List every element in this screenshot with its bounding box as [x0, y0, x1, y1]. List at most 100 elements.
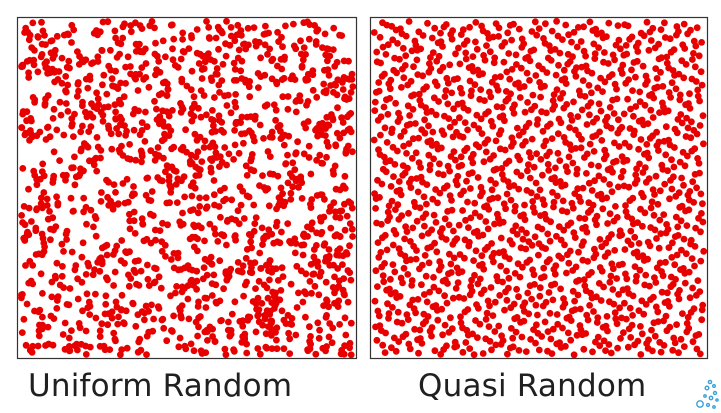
- uniform-random-point: [252, 38, 259, 45]
- uniform-random-point: [195, 60, 203, 67]
- quasi-random-point: [441, 93, 449, 100]
- uniform-random-point: [178, 314, 185, 322]
- quasi-random-point: [460, 104, 468, 112]
- quasi-random-point: [446, 61, 454, 69]
- quasi-random-point: [397, 191, 405, 199]
- quasi-random-point: [601, 253, 609, 260]
- quasi-random-point: [620, 329, 627, 336]
- quasi-random-point: [421, 116, 428, 124]
- uniform-random-point: [256, 249, 264, 257]
- quasi-random-point: [635, 145, 642, 153]
- uniform-random-point: [278, 228, 285, 236]
- quasi-random-point: [569, 267, 577, 274]
- uniform-random-point: [215, 45, 222, 53]
- uniform-random-point: [60, 248, 67, 255]
- uniform-random-point: [348, 70, 356, 78]
- uniform-random-point: [260, 281, 268, 289]
- uniform-random-point: [174, 175, 182, 183]
- quasi-random-point: [404, 102, 412, 110]
- quasi-random-point: [402, 330, 410, 338]
- uniform-random-point: [329, 284, 337, 291]
- uniform-random-point: [163, 162, 171, 170]
- quasi-random-point: [635, 307, 643, 314]
- uniform-random-point: [304, 118, 312, 125]
- uniform-random-point: [198, 158, 206, 166]
- quasi-random-point: [517, 64, 525, 72]
- uniform-random-point: [331, 208, 339, 216]
- quasi-random-point: [566, 247, 574, 255]
- quasi-random-point: [430, 155, 437, 163]
- quasi-random-point: [521, 216, 529, 224]
- quasi-random-point: [575, 193, 583, 201]
- quasi-random-point: [692, 42, 700, 50]
- uniform-random-point: [18, 212, 25, 219]
- quasi-random-point: [600, 283, 607, 291]
- quasi-random-point: [426, 166, 434, 174]
- quasi-random-point: [644, 345, 652, 352]
- uniform-random-point: [305, 142, 313, 150]
- uniform-random-point: [170, 167, 178, 174]
- quasi-random-point: [412, 255, 420, 263]
- quasi-random-point: [461, 254, 468, 262]
- uniform-random-point: [264, 185, 272, 193]
- uniform-random-point: [266, 153, 274, 161]
- uniform-random-point: [278, 65, 286, 73]
- quasi-random-point: [413, 46, 421, 54]
- quasi-random-point: [526, 256, 534, 264]
- quasi-random-point: [451, 343, 459, 351]
- quasi-random-point: [513, 285, 520, 293]
- quasi-random-point: [663, 53, 671, 61]
- uniform-random-point: [213, 65, 221, 72]
- uniform-random-point: [284, 220, 292, 228]
- uniform-random-point: [241, 130, 249, 137]
- quasi-random-point: [441, 321, 449, 329]
- quasi-random-point: [584, 67, 591, 75]
- quasi-random-point: [431, 78, 439, 86]
- uniform-random-point: [243, 113, 251, 121]
- uniform-random-point: [207, 56, 215, 63]
- quasi-random-point: [425, 259, 433, 267]
- quasi-random-point: [522, 55, 529, 62]
- quasi-random-point: [459, 324, 466, 332]
- uniform-random-point: [109, 82, 116, 90]
- uniform-random-point: [23, 58, 31, 65]
- uniform-random-point: [268, 345, 276, 352]
- quasi-random-point: [381, 260, 388, 267]
- uniform-random-point: [96, 327, 104, 335]
- uniform-random-point: [72, 173, 80, 181]
- quasi-random-point: [615, 116, 622, 124]
- quasi-random-point: [562, 80, 570, 87]
- uniform-random-point: [341, 342, 348, 350]
- uniform-random-point: [71, 153, 78, 161]
- quasi-random-point: [491, 220, 498, 228]
- uniform-random-point: [152, 71, 159, 79]
- quasi-random-point: [698, 39, 705, 46]
- quasi-random-point: [525, 161, 532, 169]
- uniform-random-point: [66, 285, 74, 292]
- quasi-random-point: [595, 100, 603, 108]
- quasi-random-point: [572, 72, 580, 80]
- quasi-random-point: [593, 319, 601, 326]
- uniform-random-point: [252, 328, 260, 336]
- quasi-random-point: [443, 299, 451, 307]
- quasi-random-point: [485, 108, 492, 115]
- uniform-random-point: [282, 160, 290, 167]
- uniform-random-point: [336, 134, 344, 142]
- uniform-random-point: [230, 156, 238, 163]
- quasi-random-point: [476, 320, 484, 328]
- quasi-random-point: [422, 272, 430, 280]
- quasi-random-point: [613, 85, 620, 93]
- quasi-random-point: [536, 186, 544, 194]
- uniform-random-point: [120, 319, 127, 326]
- quasi-random-point: [631, 341, 638, 349]
- uniform-random-point: [99, 117, 107, 125]
- uniform-random-point: [53, 297, 61, 304]
- quasi-random-point: [689, 284, 696, 292]
- uniform-random-point: [18, 329, 26, 336]
- quasi-random-point: [500, 58, 508, 66]
- quasi-random-point: [573, 165, 581, 173]
- quasi-random-point: [384, 300, 391, 308]
- quasi-random-point: [531, 18, 539, 26]
- uniform-random-point: [162, 53, 169, 61]
- quasi-random-point: [635, 240, 643, 247]
